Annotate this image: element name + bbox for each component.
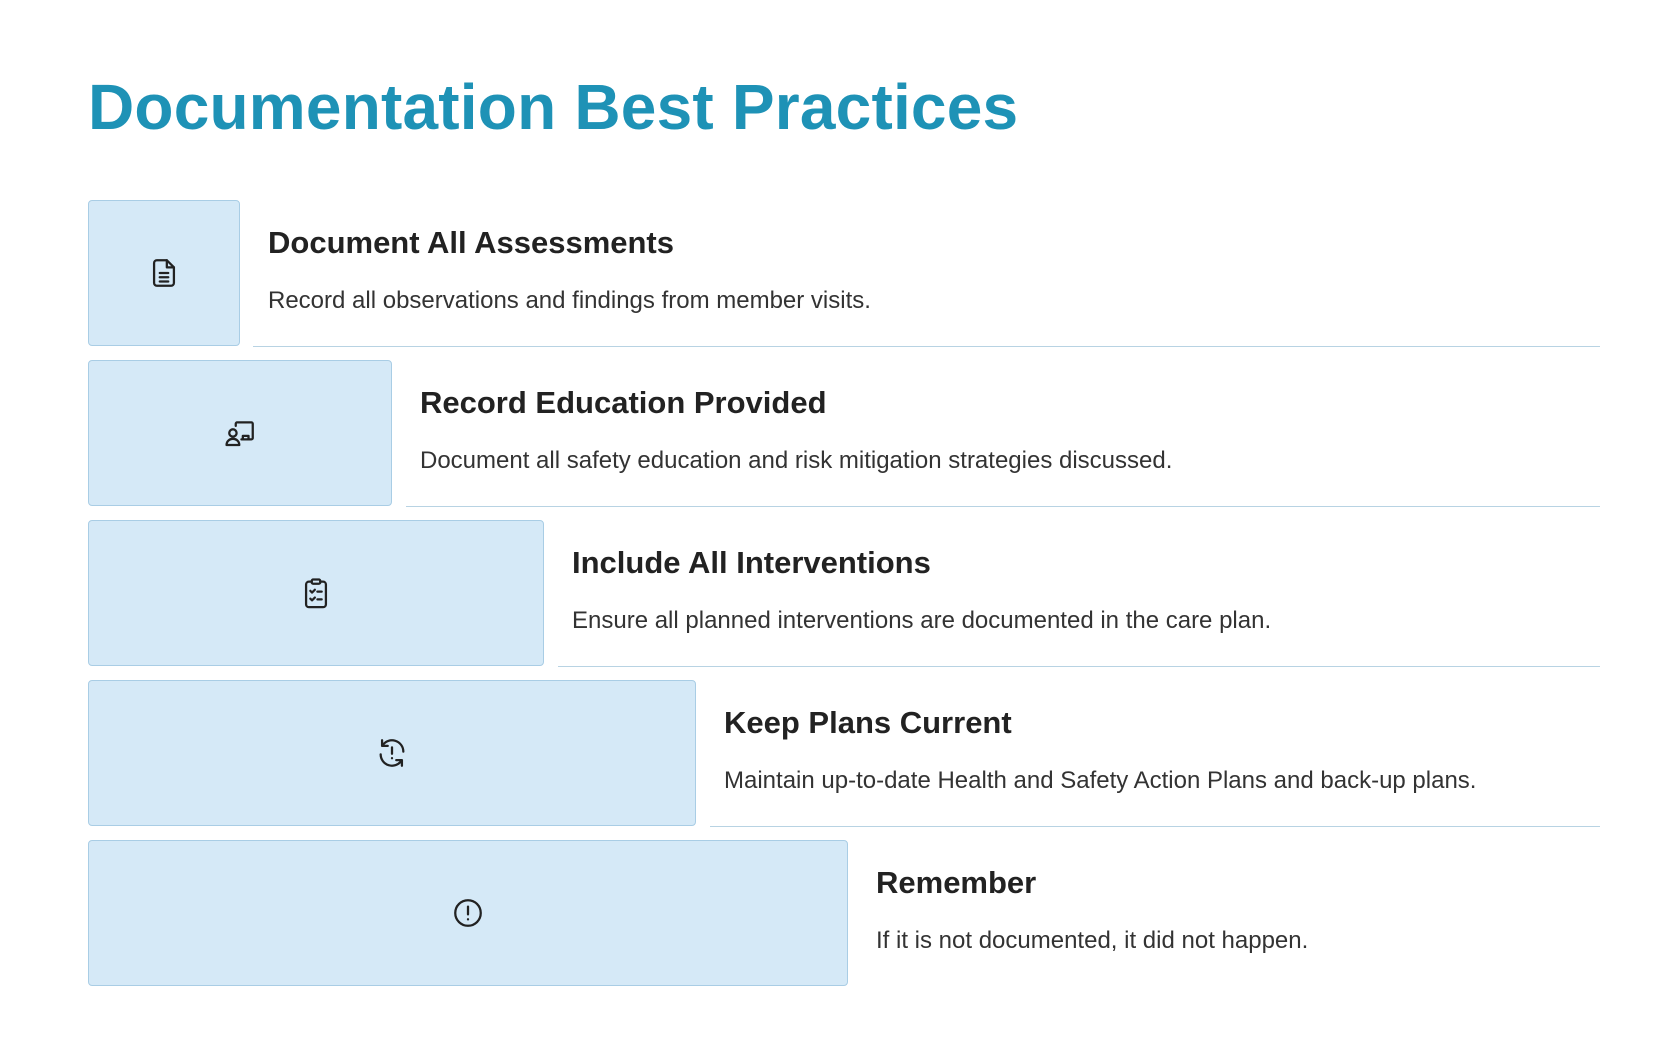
step-description: Maintain up-to-date Health and Safety Ac… (724, 767, 1477, 794)
step-title: Include All Interventions (572, 545, 931, 580)
step-record-education: Record Education Provided Document all s… (88, 360, 1600, 507)
step-description: Ensure all planned interventions are doc… (572, 607, 1272, 634)
step-title: Keep Plans Current (724, 705, 1012, 740)
step-description: Document all safety education and risk m… (420, 447, 1173, 474)
step-description: Record all observations and findings fro… (268, 287, 871, 314)
step-divider (253, 346, 1600, 347)
presentation-user-icon (225, 421, 254, 447)
step-divider (558, 666, 1600, 667)
step-document-assessments: Document All Assessments Record all obse… (88, 200, 1600, 347)
alert-circle-icon (454, 899, 482, 927)
step-include-interventions: Include All Interventions Ensure all pla… (88, 520, 1600, 667)
step-remember: Remember If it is not documented, it did… (88, 840, 1600, 986)
step-icon-box (88, 360, 392, 506)
clipboard-checklist-icon (304, 578, 328, 609)
document-icon (152, 259, 176, 287)
step-icon-box (88, 520, 544, 666)
step-icon-box (88, 680, 696, 826)
step-icon-box (88, 840, 848, 986)
step-divider (710, 826, 1600, 827)
step-title: Remember (876, 865, 1037, 900)
step-description: If it is not documented, it did not happ… (876, 927, 1309, 954)
step-title: Record Education Provided (420, 385, 827, 420)
step-icon-box (88, 200, 240, 346)
step-divider (406, 506, 1600, 507)
refresh-alert-icon (379, 739, 405, 767)
step-title: Document All Assessments (268, 225, 674, 260)
page-title: Documentation Best Practices (88, 71, 1019, 143)
step-keep-plans-current: Keep Plans Current Maintain up-to-date H… (88, 680, 1600, 827)
